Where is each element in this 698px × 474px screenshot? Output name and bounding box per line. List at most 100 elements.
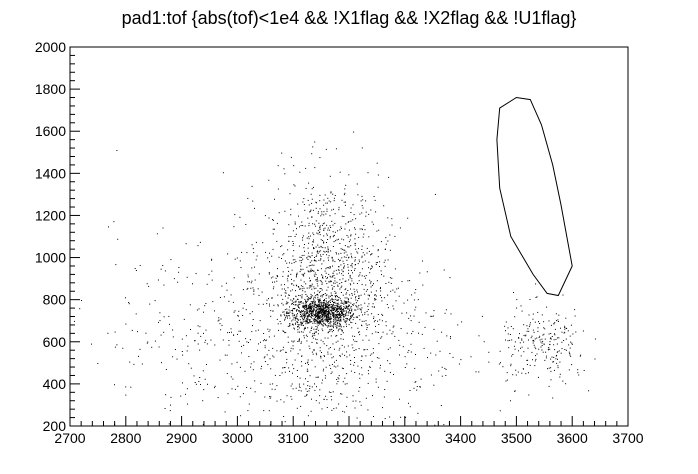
scatter-point: [361, 311, 362, 313]
scatter-point: [414, 367, 416, 369]
scatter-point: [315, 304, 317, 306]
scatter-point: [312, 333, 314, 335]
scatter-point: [197, 343, 199, 345]
scatter-point: [229, 332, 230, 333]
scatter-point: [336, 314, 338, 315]
scatter-point: [325, 315, 327, 317]
scatter-point: [327, 267, 329, 269]
scatter-point: [384, 265, 386, 267]
scatter-point: [562, 380, 564, 382]
scatter-point: [355, 309, 357, 311]
scatter-point: [417, 412, 419, 414]
scatter-point: [320, 301, 322, 303]
scatter-point: [200, 384, 201, 385]
scatter-point: [257, 349, 258, 351]
scatter-point: [244, 370, 246, 372]
scatter-point: [292, 308, 294, 310]
scatter-point: [387, 307, 389, 309]
scatter-point: [337, 311, 339, 313]
scatter-point: [329, 317, 331, 319]
scatter-point: [329, 313, 331, 315]
scatter-point: [285, 312, 287, 314]
scatter-point: [323, 304, 325, 306]
scatter-point: [314, 260, 316, 262]
scatter-point: [227, 253, 229, 255]
scatter-point: [343, 249, 345, 251]
scatter-point: [148, 285, 150, 287]
scatter-point: [361, 307, 363, 309]
scatter-point: [287, 274, 289, 276]
scatter-point: [332, 305, 334, 307]
scatter-point: [310, 303, 312, 305]
scatter-point: [346, 396, 348, 398]
scatter-point: [169, 323, 170, 325]
scatter-point: [345, 315, 347, 317]
scatter-point: [314, 322, 316, 324]
scatter-point: [313, 270, 315, 272]
scatter-point: [309, 388, 311, 389]
scatter-point: [529, 299, 531, 300]
scatter-point: [365, 397, 367, 399]
scatter-point: [335, 341, 337, 343]
scatter-point: [274, 388, 276, 390]
scatter-point: [317, 315, 318, 316]
scatter-point: [332, 287, 334, 289]
scatter-point: [116, 150, 118, 151]
scatter-point: [291, 269, 293, 271]
scatter-point: [293, 340, 295, 342]
scatter-points: [74, 131, 596, 426]
scatter-point: [314, 316, 316, 318]
scatter-point: [292, 345, 294, 347]
scatter-point: [379, 288, 381, 289]
scatter-point: [321, 283, 323, 285]
scatter-point: [315, 274, 317, 276]
scatter-point: [337, 381, 339, 382]
scatter-point: [319, 227, 321, 229]
scatter-point: [314, 309, 316, 311]
scatter-point: [292, 372, 293, 374]
scatter-point: [338, 296, 340, 298]
scatter-point: [301, 316, 303, 318]
scatter-point: [318, 259, 320, 261]
scatter-point: [548, 320, 550, 322]
scatter-point: [378, 357, 380, 359]
scatter-point: [346, 303, 348, 304]
scatter-point: [565, 338, 567, 340]
scatter-point: [304, 315, 305, 317]
scatter-point: [323, 343, 325, 345]
scatter-point: [300, 301, 302, 303]
scatter-point: [534, 321, 536, 323]
scatter-point: [343, 315, 345, 317]
scatter-point: [370, 267, 372, 269]
scatter-point: [319, 308, 321, 310]
scatter-point: [358, 298, 359, 299]
scatter-point: [369, 272, 371, 274]
scatter-point: [293, 165, 295, 167]
scatter-point: [511, 339, 513, 341]
scatter-point: [394, 335, 396, 337]
scatter-point: [317, 211, 319, 213]
scatter-point: [387, 240, 389, 242]
scatter-point: [328, 280, 330, 282]
scatter-point: [355, 299, 357, 301]
scatter-point: [331, 325, 333, 327]
scatter-point: [444, 367, 446, 369]
scatter-point: [528, 339, 529, 341]
scatter-point: [339, 316, 341, 318]
scatter-point: [281, 372, 283, 374]
scatter-point: [357, 263, 359, 265]
scatter-point: [185, 243, 187, 245]
scatter-point: [328, 301, 330, 303]
scatter-point: [252, 325, 253, 327]
scatter-point: [346, 292, 348, 294]
scatter-point: [315, 310, 317, 312]
scatter-point: [364, 254, 366, 256]
scatter-point: [311, 310, 313, 312]
scatter-point: [199, 326, 201, 328]
scatter-point: [541, 345, 543, 346]
scatter-point: [551, 356, 553, 358]
scatter-point: [441, 331, 443, 333]
scatter-point: [334, 231, 336, 233]
scatter-point: [257, 329, 259, 331]
scatter-point: [548, 367, 550, 369]
